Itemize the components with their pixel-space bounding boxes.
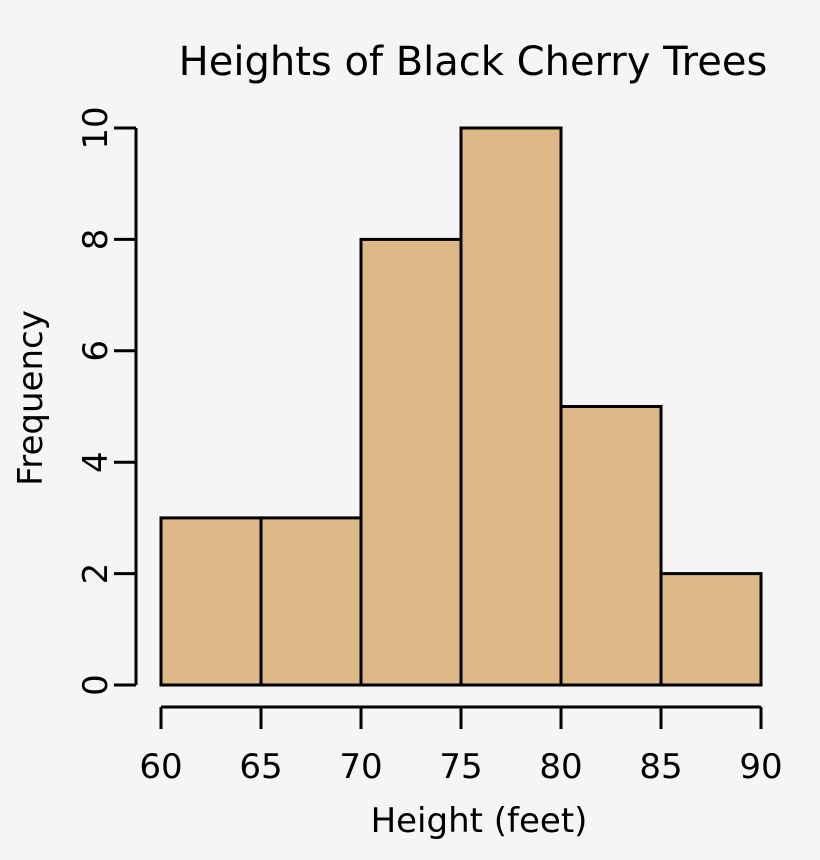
chart-title: Heights of Black Cherry Trees	[179, 39, 768, 85]
x-tick-label-90: 90	[739, 747, 782, 787]
y-tick-label-10: 10	[76, 106, 116, 149]
x-axis-ticks: 60 65 70 75 80 85 90	[139, 707, 783, 787]
x-tick-label-75: 75	[439, 747, 482, 787]
x-tick-label-80: 80	[539, 747, 582, 787]
bars-group	[159, 126, 763, 687]
y-tick-label-6: 6	[76, 340, 116, 362]
y-axis-label: Frequency	[11, 310, 51, 486]
y-tick-label-0: 0	[76, 674, 116, 696]
y-tick-label-8: 8	[76, 229, 116, 251]
y-axis-ticks: 0 2 4 6 8 10	[76, 106, 136, 696]
bar-60-65	[159, 516, 263, 687]
bar-85-90	[659, 572, 763, 687]
x-axis-label: Height (feet)	[371, 801, 588, 841]
bar-75-80	[459, 126, 563, 687]
y-tick-label-4: 4	[76, 451, 116, 473]
x-tick-label-70: 70	[339, 747, 382, 787]
y-tick-label-2: 2	[76, 563, 116, 585]
x-tick-label-60: 60	[139, 747, 182, 787]
x-tick-label-65: 65	[239, 747, 282, 787]
bar-80-85	[559, 405, 663, 687]
bar-70-75	[359, 237, 463, 687]
bar-65-70	[259, 516, 363, 687]
x-tick-label-85: 85	[639, 747, 682, 787]
